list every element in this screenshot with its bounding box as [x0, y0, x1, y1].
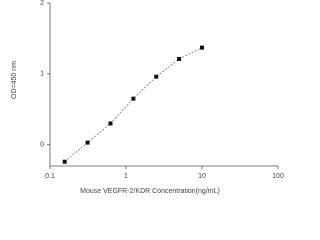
y-tick-label: 1: [40, 71, 44, 78]
y-tick-label: 2: [40, 0, 44, 7]
trend-line: [64, 47, 203, 163]
data-point: [62, 159, 67, 164]
chart: Mouse VEGFR-2/KDR Concentration(ng/mL) O…: [11, 0, 284, 195]
x-tick-label: 0.1: [45, 173, 55, 180]
y-axis-title: OD=450 nm: [11, 61, 18, 99]
x-tick-label: 100: [272, 173, 284, 180]
data-point: [131, 96, 136, 101]
data-point: [177, 56, 182, 61]
data-point: [200, 45, 204, 50]
page: {"chart_data": {"type": "scatter", "x_la…: [10, 0, 284, 195]
data-point: [85, 140, 90, 145]
data-point: [108, 121, 113, 126]
y-tick-label: 0: [40, 142, 44, 149]
x-axis-title: Mouse VEGFR-2/KDR Concentration(ng/mL): [80, 188, 220, 195]
data-point: [154, 74, 159, 79]
x-tick-label: 1: [124, 173, 128, 180]
x-tick-label: 10: [198, 173, 206, 180]
